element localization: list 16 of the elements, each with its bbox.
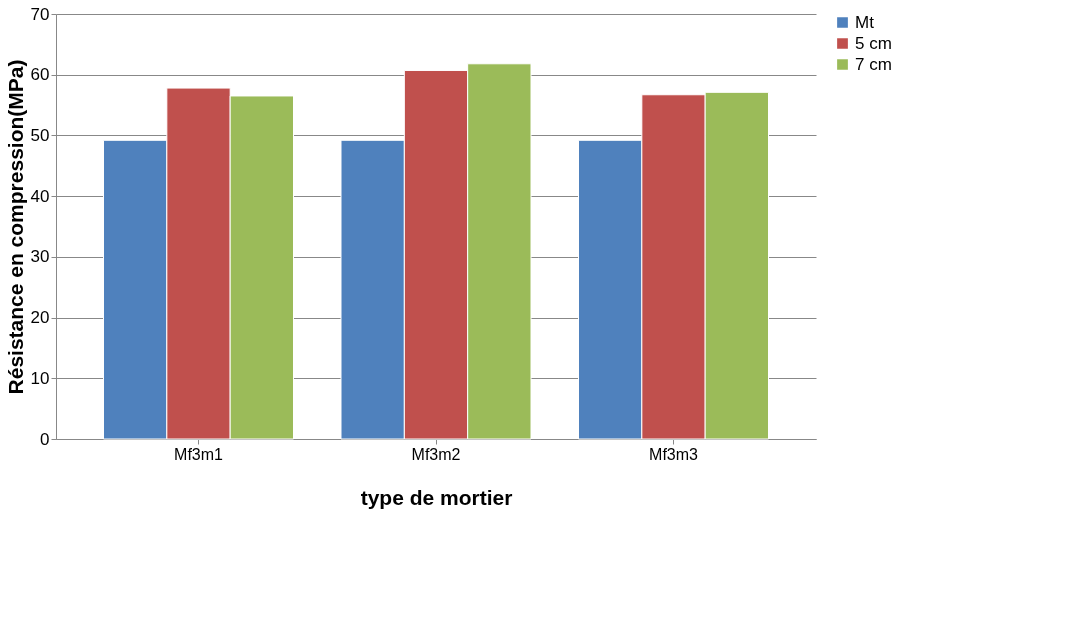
legend-label: 7 cm — [855, 54, 892, 74]
y-tick-label: 10 — [30, 368, 50, 388]
y-tick-label: 70 — [30, 4, 50, 24]
x-tick-label: Mf3m3 — [649, 445, 699, 463]
y-tick-label: 30 — [30, 247, 50, 267]
legend-label: 5 cm — [855, 33, 892, 53]
y-tick-label: 40 — [30, 186, 50, 206]
y-tick-label: 20 — [30, 308, 50, 328]
y-tick-label: 0 — [40, 429, 50, 449]
x-axis-title: type de mortier — [360, 485, 513, 509]
legend-label: Mt — [855, 12, 875, 32]
y-axis-title: Résistance en compression(MPa) — [3, 59, 27, 395]
x-tick-label: Mf3m1 — [174, 445, 224, 463]
x-tick-label: Mf3m2 — [411, 445, 461, 463]
y-tick-label: 60 — [30, 65, 50, 85]
y-tick-label: 50 — [30, 125, 50, 145]
